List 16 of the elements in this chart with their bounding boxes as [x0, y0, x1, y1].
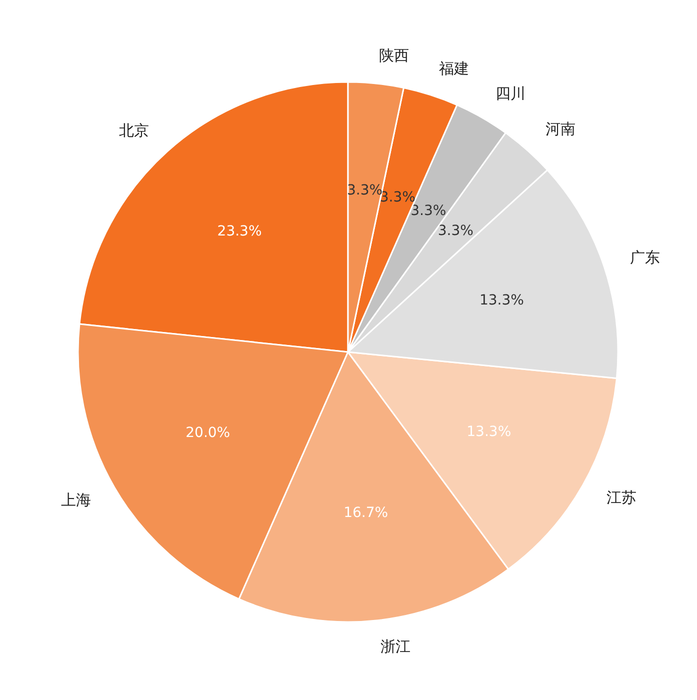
slice-label: 上海 [61, 491, 92, 510]
data-label: 13.3% [466, 424, 512, 440]
slice-label: 福建 [439, 59, 470, 78]
slice-label: 河南 [545, 120, 576, 138]
data-label: 3.3% [438, 222, 474, 239]
data-label: 20.0% [186, 425, 230, 442]
slice-label: 北京 [119, 121, 150, 140]
data-label: 16.7% [344, 504, 388, 521]
data-label: 13.3% [479, 292, 524, 309]
data-label: 23.3% [217, 223, 262, 240]
data-label: 3.3% [410, 203, 446, 220]
slice-label: 江苏 [606, 488, 636, 507]
slice-label: 广东 [630, 248, 660, 266]
slice-label: 四川 [495, 84, 526, 102]
slice-label: 陕西 [378, 46, 409, 65]
slice-label: 浙江 [380, 637, 411, 656]
